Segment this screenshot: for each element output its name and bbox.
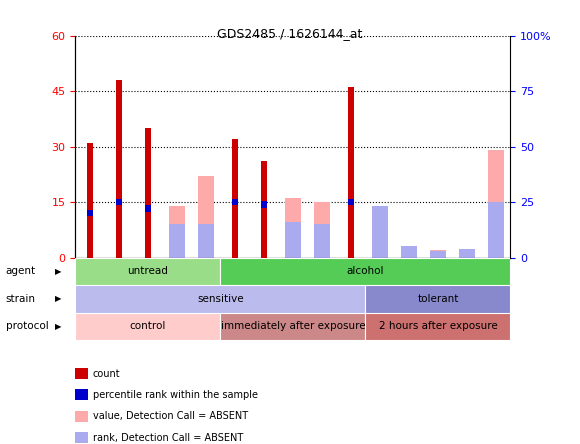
Bar — [459, 250, 475, 258]
Text: rank, Detection Call = ABSENT: rank, Detection Call = ABSENT — [93, 433, 243, 443]
Text: percentile rank within the sample: percentile rank within the sample — [93, 390, 258, 400]
Bar — [372, 206, 388, 258]
Bar — [232, 199, 238, 206]
Bar — [220, 258, 510, 285]
Text: alcohol: alcohol — [347, 266, 384, 276]
Text: tolerant: tolerant — [417, 294, 459, 304]
Bar — [430, 251, 446, 258]
Bar — [401, 250, 417, 258]
Text: value, Detection Call = ABSENT: value, Detection Call = ABSENT — [93, 412, 248, 421]
Bar — [348, 199, 354, 206]
Bar — [261, 201, 267, 208]
Bar — [365, 285, 510, 313]
Bar — [75, 285, 365, 313]
Text: immediately after exposure: immediately after exposure — [220, 321, 365, 331]
Bar — [488, 202, 504, 258]
Text: agent: agent — [6, 266, 36, 276]
Bar — [459, 249, 475, 258]
Text: protocol: protocol — [6, 321, 49, 331]
Bar — [314, 224, 330, 258]
Bar — [488, 150, 504, 258]
Bar — [220, 313, 365, 340]
Bar — [285, 198, 301, 258]
Bar — [169, 224, 185, 258]
Bar — [87, 210, 93, 217]
Text: ▶: ▶ — [55, 294, 61, 303]
Bar — [116, 80, 122, 258]
Text: strain: strain — [6, 294, 36, 304]
Bar — [145, 128, 151, 258]
Bar — [87, 143, 93, 258]
Bar — [314, 202, 330, 258]
Bar — [372, 206, 388, 258]
Bar — [198, 176, 214, 258]
Bar — [198, 224, 214, 258]
Bar — [261, 161, 267, 258]
Bar — [75, 258, 220, 285]
Bar — [285, 222, 301, 258]
Bar — [232, 139, 238, 258]
Text: control: control — [130, 321, 166, 331]
Text: ▶: ▶ — [55, 267, 61, 276]
Bar — [169, 206, 185, 258]
Bar — [401, 246, 417, 258]
Text: untread: untread — [128, 266, 168, 276]
Bar — [116, 199, 122, 206]
Bar — [75, 313, 220, 340]
Bar — [348, 87, 354, 258]
Bar — [430, 250, 446, 258]
Text: 2 hours after exposure: 2 hours after exposure — [379, 321, 497, 331]
Text: count: count — [93, 369, 121, 379]
Bar — [365, 313, 510, 340]
Text: sensitive: sensitive — [197, 294, 244, 304]
Text: ▶: ▶ — [55, 322, 61, 331]
Text: GDS2485 / 1626144_at: GDS2485 / 1626144_at — [218, 27, 362, 40]
Bar — [145, 206, 151, 212]
